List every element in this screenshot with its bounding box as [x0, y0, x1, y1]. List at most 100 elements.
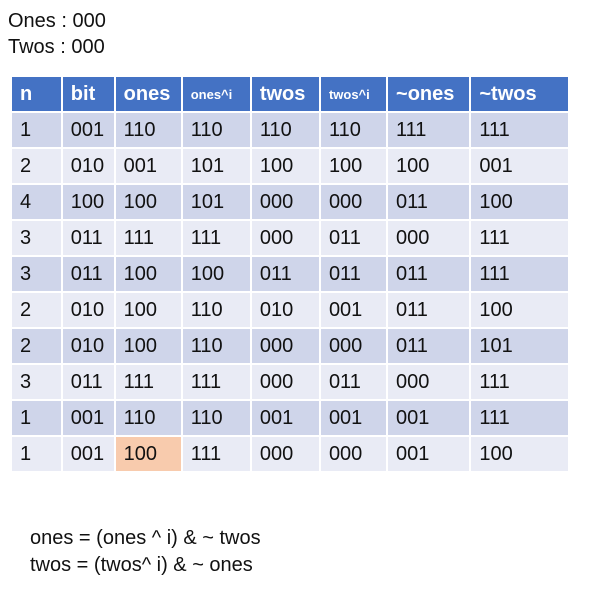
cell-not-twos: 111: [471, 401, 568, 435]
cell-twos: 000: [251, 185, 319, 219]
cell-twos: 011: [251, 257, 319, 291]
cell-not-twos: 100: [471, 437, 568, 471]
cell-ones-xor-i: 111: [182, 437, 250, 471]
cell-not-twos: 111: [471, 365, 568, 399]
ones-initial-label: Ones : 000: [8, 10, 106, 32]
cell-ones: 100: [115, 185, 181, 219]
cell-not-twos: 111: [471, 221, 568, 255]
cell-ones-highlighted: 100: [115, 437, 181, 471]
cell-not-ones: 001: [388, 401, 470, 435]
cell-twos-xor-i: 001: [320, 293, 387, 327]
cell-not-ones: 001: [388, 437, 470, 471]
cell-bit: 001: [62, 437, 114, 471]
column-header-twos: twos: [251, 77, 319, 111]
column-header-ones: ones: [115, 77, 181, 111]
cell-bit: 011: [62, 221, 114, 255]
cell-not-ones: 011: [388, 257, 470, 291]
table-row: 1 001 110 110 110 110 111 111: [12, 113, 568, 147]
cell-ones-xor-i: 110: [182, 113, 250, 147]
cell-bit: 100: [62, 185, 114, 219]
cell-not-ones: 100: [388, 149, 470, 183]
cell-not-ones: 000: [388, 365, 470, 399]
cell-twos: 100: [251, 149, 319, 183]
cell-ones-xor-i: 110: [182, 293, 250, 327]
cell-twos-xor-i: 011: [320, 257, 387, 291]
twos-initial-label: Twos : 000: [8, 36, 105, 58]
cell-n: 2: [12, 329, 61, 363]
cell-twos-xor-i: 011: [320, 221, 387, 255]
table-row: 3 011 100 100 011 011 011 111: [12, 257, 568, 291]
cell-ones: 100: [115, 257, 181, 291]
cell-bit: 010: [62, 329, 114, 363]
cell-n: 1: [12, 401, 61, 435]
twos-formula: twos = (twos^ i) & ~ ones: [30, 554, 253, 576]
cell-n: 3: [12, 257, 61, 291]
cell-ones-xor-i: 111: [182, 221, 250, 255]
cell-n: 2: [12, 149, 61, 183]
cell-not-twos: 111: [471, 113, 568, 147]
table-row: 2 010 100 110 000 000 011 101: [12, 329, 568, 363]
cell-n: 2: [12, 293, 61, 327]
cell-twos-xor-i: 100: [320, 149, 387, 183]
cell-twos: 010: [251, 293, 319, 327]
cell-not-ones: 011: [388, 185, 470, 219]
table-row: 1 001 110 110 001 001 001 111: [12, 401, 568, 435]
cell-n: 4: [12, 185, 61, 219]
header-lines: Ones : 000 Twos : 000: [8, 8, 106, 60]
column-header-bit: bit: [62, 77, 114, 111]
table-row: 3 011 111 111 000 011 000 111: [12, 221, 568, 255]
cell-n: 1: [12, 113, 61, 147]
cell-twos: 000: [251, 437, 319, 471]
cell-ones: 001: [115, 149, 181, 183]
cell-ones-xor-i: 110: [182, 401, 250, 435]
cell-ones-xor-i: 110: [182, 329, 250, 363]
cell-not-ones: 000: [388, 221, 470, 255]
table-row: 2 010 100 110 010 001 011 100: [12, 293, 568, 327]
cell-not-twos: 100: [471, 185, 568, 219]
column-header-twos-xor-i: twos^i: [320, 77, 387, 111]
cell-not-ones: 011: [388, 329, 470, 363]
cell-n: 1: [12, 437, 61, 471]
table-row: 1 001 100 111 000 000 001 100: [12, 437, 568, 471]
cell-twos: 110: [251, 113, 319, 147]
cell-not-twos: 101: [471, 329, 568, 363]
cell-twos: 000: [251, 221, 319, 255]
cell-n: 3: [12, 365, 61, 399]
cell-bit: 010: [62, 149, 114, 183]
cell-bit: 011: [62, 365, 114, 399]
cell-twos-xor-i: 000: [320, 185, 387, 219]
column-header-not-ones: ~ones: [388, 77, 470, 111]
cell-twos: 000: [251, 329, 319, 363]
cell-ones-xor-i: 101: [182, 185, 250, 219]
cell-ones: 100: [115, 329, 181, 363]
cell-bit: 011: [62, 257, 114, 291]
cell-twos: 000: [251, 365, 319, 399]
cell-bit: 001: [62, 113, 114, 147]
cell-ones: 111: [115, 365, 181, 399]
cell-ones: 100: [115, 293, 181, 327]
cell-ones-xor-i: 101: [182, 149, 250, 183]
formulas: ones = (ones ^ i) & ~ twos twos = (twos^…: [30, 525, 261, 579]
cell-not-twos: 100: [471, 293, 568, 327]
table-row: 2 010 001 101 100 100 100 001: [12, 149, 568, 183]
cell-not-ones: 111: [388, 113, 470, 147]
ones-formula: ones = (ones ^ i) & ~ twos: [30, 527, 261, 549]
cell-ones-xor-i: 111: [182, 365, 250, 399]
cell-twos: 001: [251, 401, 319, 435]
cell-ones: 110: [115, 113, 181, 147]
cell-twos-xor-i: 011: [320, 365, 387, 399]
cell-bit: 010: [62, 293, 114, 327]
cell-twos-xor-i: 110: [320, 113, 387, 147]
cell-not-twos: 111: [471, 257, 568, 291]
bit-state-table: n bit ones ones^i twos twos^i ~ones ~two…: [10, 75, 570, 473]
table-body: 1 001 110 110 110 110 111 111 2 010 001 101 100 100 10…: [12, 113, 568, 471]
cell-twos-xor-i: 000: [320, 437, 387, 471]
cell-ones: 110: [115, 401, 181, 435]
table-header-row: n bit ones ones^i twos twos^i ~ones ~two…: [12, 77, 568, 111]
table-row: 3 011 111 111 000 011 000 111: [12, 365, 568, 399]
cell-ones: 111: [115, 221, 181, 255]
cell-twos-xor-i: 000: [320, 329, 387, 363]
column-header-n: n: [12, 77, 61, 111]
table-row: 4 100 100 101 000 000 011 100: [12, 185, 568, 219]
cell-not-ones: 011: [388, 293, 470, 327]
